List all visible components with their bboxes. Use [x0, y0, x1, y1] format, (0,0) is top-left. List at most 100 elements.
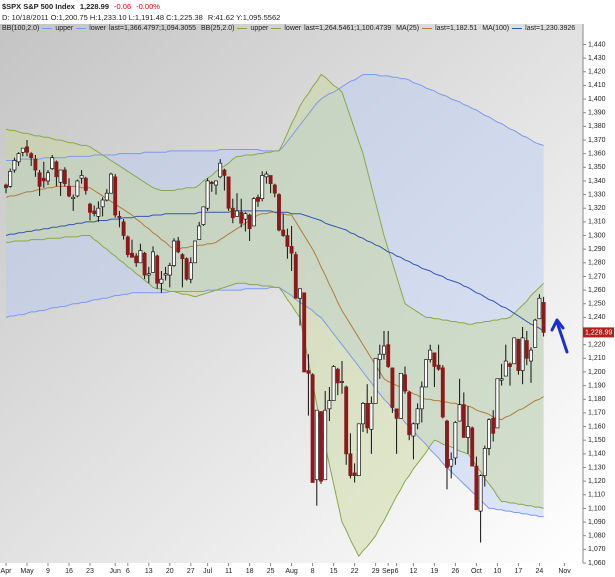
candle-body [113, 176, 118, 216]
header-row: $SPX S&P 500 Index 1,228.99 -0.06 -0.00% [2, 1, 575, 12]
x-tick-label: Jun [110, 568, 121, 575]
x-tick-label: 6 [126, 568, 130, 575]
candle-body [218, 162, 223, 178]
candle-body [8, 171, 13, 187]
candle-body [293, 254, 298, 299]
candle-body [209, 181, 214, 185]
y-tick-label: 1,240 [588, 314, 606, 321]
last-price: 1,228.99 [79, 2, 110, 11]
candle-body [491, 418, 496, 434]
y-tick-label: 1,080 [588, 533, 606, 540]
x-tick-label: 27 [187, 568, 195, 575]
candle-body [411, 423, 416, 437]
y-tick-label: 1,190 [588, 382, 606, 389]
y-tick-label: 1,210 [588, 355, 606, 362]
candle-body [302, 292, 307, 373]
price-tag-label: 1,228.99 [585, 330, 612, 337]
candle-body [193, 240, 197, 264]
candle-body [272, 184, 277, 194]
candle-body [188, 262, 193, 280]
x-tick-label: 8 [311, 568, 315, 575]
candle-body [230, 207, 235, 219]
candle-body [508, 363, 512, 367]
x-tick-label: 24 [536, 568, 544, 575]
candle-body [356, 423, 361, 477]
candle-body [407, 392, 412, 436]
candle-body [104, 192, 109, 201]
candle-body [67, 186, 71, 197]
candle-body [537, 297, 542, 320]
candle-body [243, 213, 248, 220]
candle-body [520, 337, 525, 371]
candle-body [369, 402, 374, 430]
y-tick-label: 1,110 [588, 492, 605, 499]
candle-body [495, 378, 500, 429]
candle-body [298, 288, 302, 299]
y-tick-label: 1,360 [588, 150, 606, 157]
header: $SPX S&P 500 Index 1,228.99 -0.06 -0.00%… [2, 1, 575, 34]
candle-body [172, 240, 176, 266]
candle-body [146, 273, 151, 276]
candle-body [155, 255, 160, 284]
candle-body [428, 349, 433, 361]
y-tick-label: 1,070 [588, 546, 606, 553]
x-tick-label: 19 [431, 568, 439, 575]
y-tick-label: 1,180 [588, 396, 606, 403]
candle-body [12, 160, 17, 171]
candle-body [62, 169, 67, 185]
candle-body [121, 221, 126, 236]
y-tick-label: 1,280 [588, 260, 606, 267]
y-tick-label: 1,170 [588, 410, 606, 417]
x-tick-label: 25 [267, 568, 275, 575]
legend: BB(100,2.0) upper lower last=1,366.4797;1,0… [2, 23, 575, 34]
price-tag [583, 327, 614, 338]
candle-body [33, 158, 38, 171]
candle-body [382, 345, 386, 355]
legend-swatch [422, 28, 433, 29]
x-tick-label: Aug [285, 568, 298, 575]
candle-body [419, 386, 424, 410]
candle-body [25, 146, 29, 153]
candle-body [201, 206, 206, 225]
y-tick-label: 1,430 [588, 55, 606, 62]
legend-name: BB(100,2.0) [2, 25, 40, 32]
x-tick-label: Apr [1, 568, 13, 575]
candle-body [327, 400, 332, 410]
legend-item: MA(100) last=1,230.3926 [482, 23, 575, 34]
candle-body [390, 367, 395, 408]
candle-body [96, 207, 101, 217]
x-tick-label: Jul [203, 568, 212, 575]
candle-body [247, 214, 252, 230]
legend-line-name: lower [284, 25, 302, 32]
candle-body [470, 427, 475, 467]
candle-body [197, 225, 202, 240]
y-tick-label: 1,200 [588, 369, 606, 376]
candle-body [83, 177, 88, 191]
candle-body [373, 357, 378, 404]
candle-body [58, 169, 63, 183]
candle-body [310, 374, 315, 483]
y-tick-label: 1,390 [588, 110, 606, 117]
candle-body [461, 404, 466, 438]
y-tick-label: 1,220 [588, 342, 606, 349]
y-tick-label: 1,320 [588, 205, 606, 212]
candle-body [361, 402, 365, 425]
legend-line-name: lower [89, 25, 106, 32]
candle-body [386, 344, 391, 367]
stats: R:41.62 Y:1,095.5562 [207, 13, 281, 22]
candle-body [344, 386, 349, 455]
candle-body [331, 366, 336, 401]
candle-body [256, 196, 260, 202]
legend-name: MA(100) [482, 25, 510, 32]
candle-body [445, 420, 449, 468]
candle-body [142, 252, 147, 276]
legend-last: last=1,230.3926 [525, 25, 576, 32]
legend-swatch [76, 28, 87, 29]
x-tick-label: Nov [558, 568, 571, 575]
x-tick-label: 23 [86, 568, 94, 575]
candle-body [117, 216, 122, 219]
x-tick-label: 18 [246, 568, 254, 575]
y-tick-label: 1,420 [588, 69, 606, 76]
candle-body [88, 203, 92, 213]
change: -0.06 [114, 2, 132, 11]
